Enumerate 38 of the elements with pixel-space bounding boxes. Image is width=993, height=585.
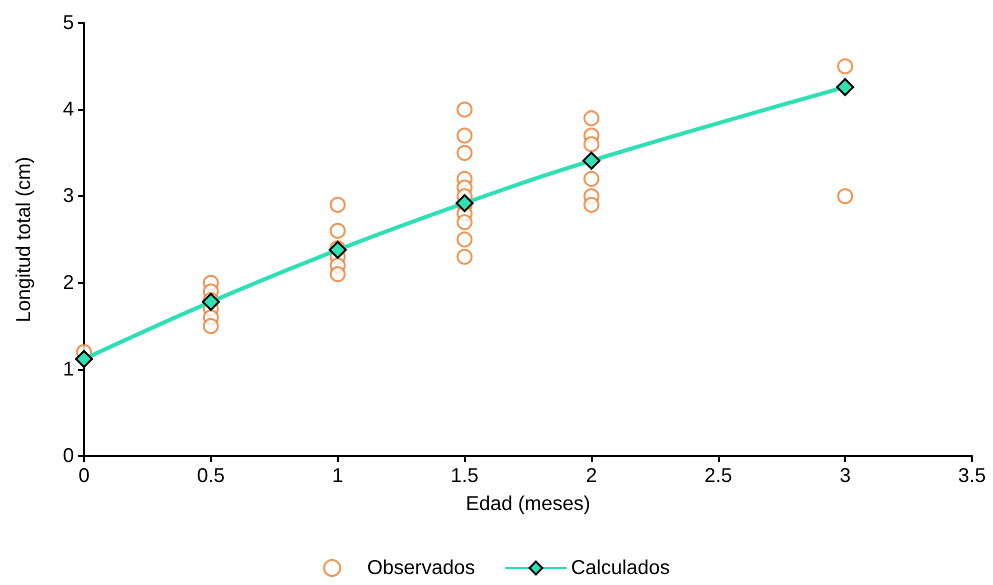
point (836, 78, 854, 96)
x-tick-label: 3 (840, 465, 851, 487)
x-tick-label: 0 (78, 465, 90, 487)
point (583, 170, 600, 187)
point (330, 196, 346, 213)
point (456, 128, 473, 144)
point (330, 266, 346, 282)
point (582, 152, 600, 170)
x-tick-label: 1 (332, 465, 344, 487)
x-tick-label: 1.5 (450, 465, 478, 487)
point (456, 248, 473, 265)
point (583, 110, 600, 126)
point (456, 194, 474, 212)
x-axis-title: Edad (meses) (466, 493, 590, 515)
point (837, 188, 854, 204)
legend-label: Calculados (570, 557, 670, 579)
point (330, 222, 346, 239)
point (456, 102, 473, 118)
y-tick-label: 1 (62, 358, 74, 380)
x-tick-label: 2.5 (704, 465, 732, 487)
y-tick-label: 5 (62, 12, 74, 34)
x-tick-label: 2 (586, 465, 597, 487)
point (202, 318, 219, 334)
y-tick-label: 0 (62, 445, 74, 467)
point (75, 350, 93, 368)
y-axis-title: Longitud total (cm) (13, 156, 35, 322)
y-tick-label: 2 (62, 272, 74, 294)
legend-label: Observados (367, 557, 475, 579)
point (456, 232, 473, 248)
y-tick-label: 3 (62, 185, 74, 208)
x-tick-label: 0.5 (196, 465, 225, 487)
point (837, 58, 854, 74)
x-tick-label: 3.5 (958, 465, 986, 487)
point (583, 196, 600, 213)
y-tick-label: 4 (62, 98, 74, 121)
point (456, 214, 473, 230)
point (583, 136, 600, 152)
point (456, 144, 473, 161)
